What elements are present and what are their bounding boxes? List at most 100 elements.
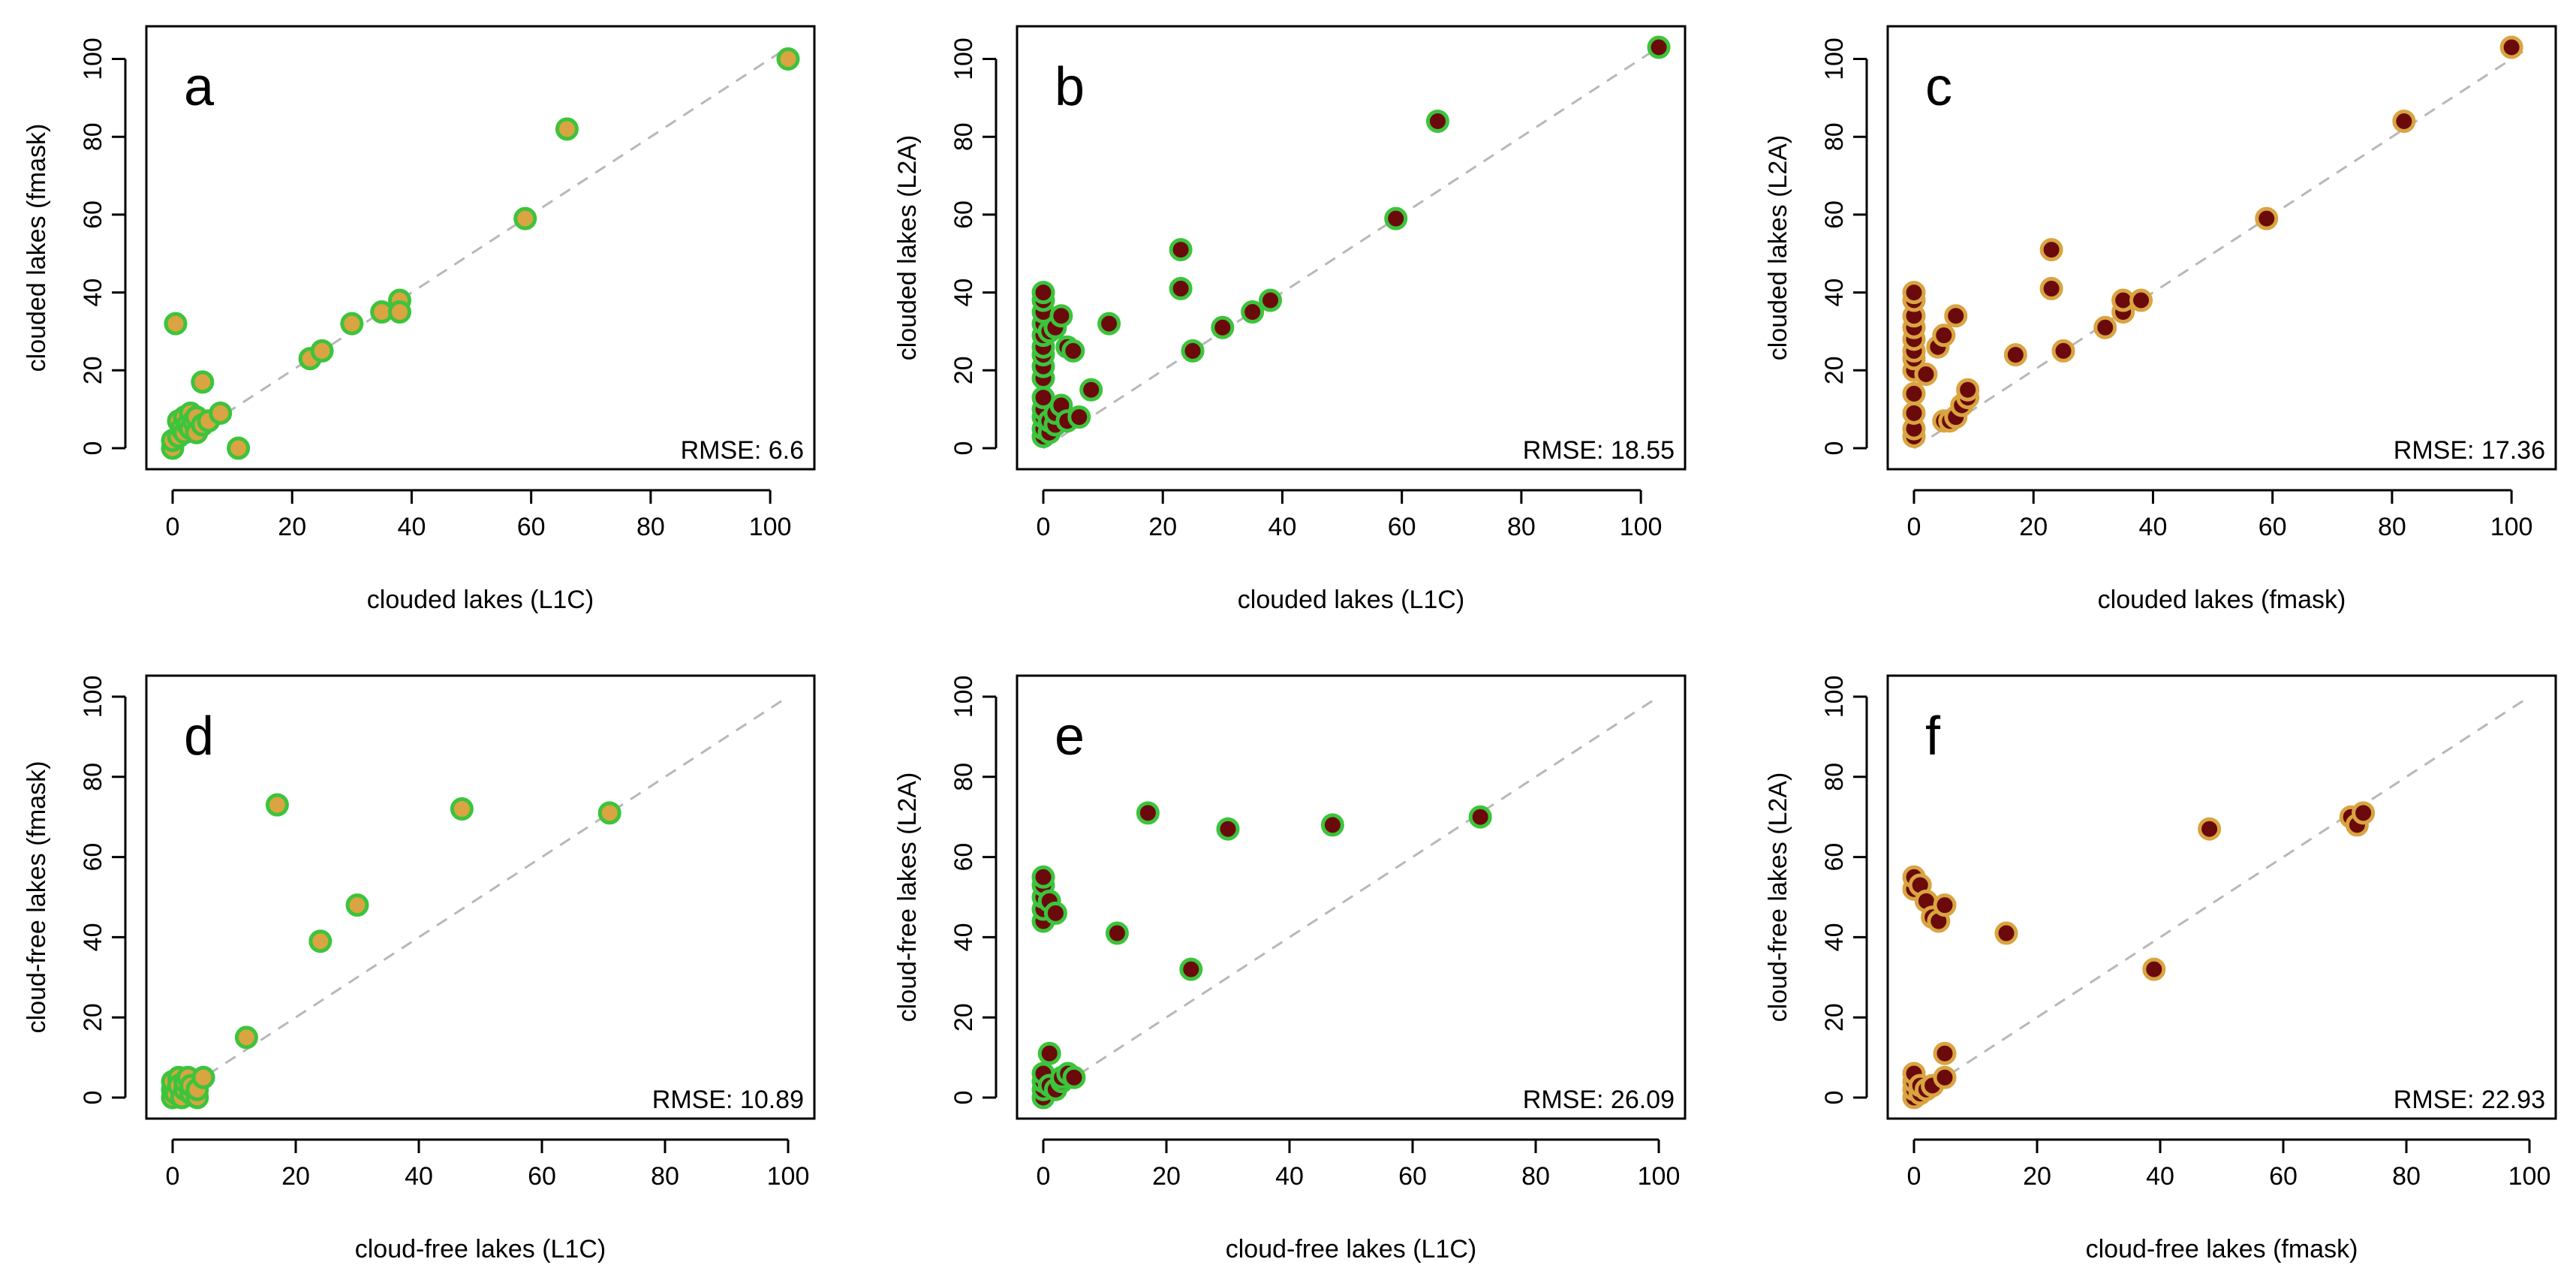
x-tick-label: 60 <box>1388 513 1416 541</box>
y-tick-label: 80 <box>1820 763 1849 791</box>
y-tick-label: 0 <box>79 1091 107 1105</box>
y-tick-label: 100 <box>1820 676 1849 718</box>
x-tick-label: 100 <box>1638 1162 1681 1191</box>
data-point <box>513 206 537 230</box>
y-tick-label: 0 <box>949 441 978 456</box>
rmse-label: RMSE: 26.09 <box>1523 1086 1675 1114</box>
data-point <box>191 1065 215 1089</box>
data-point <box>1211 315 1235 339</box>
data-point <box>2003 343 2027 367</box>
rmse-label: RMSE: 17.36 <box>2394 436 2545 465</box>
data-point <box>1933 1041 1957 1065</box>
data-point <box>2039 238 2063 262</box>
data-point <box>340 312 364 336</box>
panel-f: 0 20 40 60 80 100 0 20 40 60 80 100 cloud-free lakes… <box>1764 674 2557 1263</box>
data-point <box>191 370 215 394</box>
data-point <box>1425 110 1449 134</box>
data-point <box>1079 378 1103 402</box>
data-point <box>1933 893 1957 917</box>
rmse-label: RMSE: 10.89 <box>652 1086 804 1114</box>
y-tick-label: 0 <box>949 1091 978 1105</box>
data-point <box>1031 865 1055 889</box>
y-tick-label: 60 <box>79 200 107 229</box>
rmse-label: RMSE: 18.55 <box>1523 436 1675 465</box>
data-point <box>2051 339 2075 363</box>
y-tick-label: 100 <box>949 38 978 80</box>
data-point <box>1902 381 1926 405</box>
data-point <box>1043 901 1067 925</box>
y-tick-label: 100 <box>79 38 107 80</box>
y-tick-label: 60 <box>1820 843 1849 872</box>
data-point <box>1216 817 1240 841</box>
identity-line <box>1043 46 1660 450</box>
x-tick-label: 20 <box>278 513 306 541</box>
identity-line <box>1913 46 2530 450</box>
panel-letter: d <box>184 706 214 766</box>
data-point <box>265 793 289 817</box>
x-tick-label: 0 <box>1907 513 1921 541</box>
y-tick-label: 20 <box>1820 356 1849 384</box>
x-tick-label: 60 <box>1398 1162 1427 1191</box>
data-point <box>2352 801 2376 825</box>
y-axis-title: cloud-free lakes (L2A) <box>1764 773 1792 1022</box>
panel-a: 0 20 40 60 80 100 0 20 40 60 80 100 clouded lakes (L… <box>23 25 816 614</box>
y-tick-label: 40 <box>79 279 107 307</box>
identity-line <box>1043 695 1660 1099</box>
identity-line <box>1913 695 2530 1099</box>
plot-frame <box>1886 674 2557 1120</box>
y-tick-label: 0 <box>79 441 107 456</box>
y-tick-label: 100 <box>1820 38 1849 80</box>
x-axis-title: clouded lakes (L1C) <box>367 586 594 614</box>
data-point <box>1932 324 1956 348</box>
x-tick-label: 60 <box>2259 513 2287 541</box>
data-point <box>1179 957 1203 981</box>
data-point <box>1902 281 1926 305</box>
data-point <box>2255 206 2279 230</box>
data-point <box>2392 110 2416 134</box>
y-tick-label: 20 <box>949 356 978 384</box>
data-point <box>1259 288 1283 312</box>
panel-letter: b <box>1055 57 1085 117</box>
x-tick-label: 80 <box>2392 1162 2421 1191</box>
plot-frame <box>145 25 816 471</box>
x-tick-label: 100 <box>1620 513 1663 541</box>
data-point <box>776 47 800 71</box>
x-tick-label: 20 <box>2023 1162 2051 1191</box>
x-tick-label: 60 <box>2269 1162 2298 1191</box>
y-tick-label: 20 <box>1820 1003 1849 1032</box>
y-tick-label: 80 <box>79 763 107 791</box>
y-axis-title: clouded lakes (L2A) <box>1764 135 1792 361</box>
plot-frame <box>1016 25 1687 471</box>
x-tick-label: 0 <box>166 513 180 541</box>
x-axis-title: cloud-free lakes (L1C) <box>1226 1235 1476 1263</box>
x-axis-title: cloud-free lakes (L1C) <box>355 1235 606 1263</box>
data-point <box>2039 276 2063 300</box>
x-tick-label: 60 <box>517 513 546 541</box>
y-tick-label: 20 <box>949 1003 978 1032</box>
data-point <box>234 1026 258 1050</box>
y-tick-label: 20 <box>79 1003 107 1032</box>
data-point <box>597 801 621 825</box>
x-tick-label: 80 <box>636 513 665 541</box>
data-point <box>1956 378 1980 402</box>
panel-d: 0 20 40 60 80 100 0 20 40 60 80 100 cloud-free lakes… <box>23 674 816 1263</box>
data-point <box>2093 315 2117 339</box>
data-point <box>2499 35 2523 59</box>
x-tick-label: 80 <box>651 1162 679 1191</box>
y-tick-label: 100 <box>949 676 978 718</box>
y-tick-label: 60 <box>1820 200 1849 229</box>
data-point <box>345 893 369 917</box>
rmse-label: RMSE: 22.93 <box>2394 1086 2545 1114</box>
y-tick-label: 60 <box>949 843 978 872</box>
data-point <box>1169 276 1193 300</box>
data-point <box>164 312 188 336</box>
x-tick-label: 20 <box>1148 513 1177 541</box>
x-tick-label: 0 <box>166 1162 180 1191</box>
panel-b: 0 20 40 60 80 100 0 20 40 60 80 100 clouded lakes (L… <box>893 25 1687 614</box>
data-point <box>2198 817 2222 841</box>
y-tick-label: 40 <box>1820 279 1849 307</box>
panel-letter: e <box>1055 706 1085 766</box>
y-tick-label: 80 <box>949 122 978 151</box>
panel-e: 0 20 40 60 80 100 0 20 40 60 80 100 cloud-free lakes… <box>893 674 1687 1263</box>
data-point <box>1994 921 2018 945</box>
